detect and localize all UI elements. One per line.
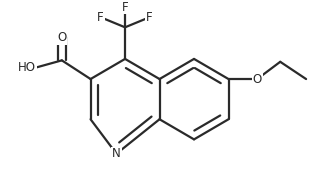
Text: O: O	[57, 31, 66, 44]
Text: F: F	[122, 1, 128, 14]
Text: O: O	[253, 73, 262, 86]
Text: F: F	[97, 11, 104, 24]
Text: HO: HO	[18, 61, 36, 74]
Text: N: N	[112, 147, 121, 160]
Text: F: F	[146, 11, 153, 24]
